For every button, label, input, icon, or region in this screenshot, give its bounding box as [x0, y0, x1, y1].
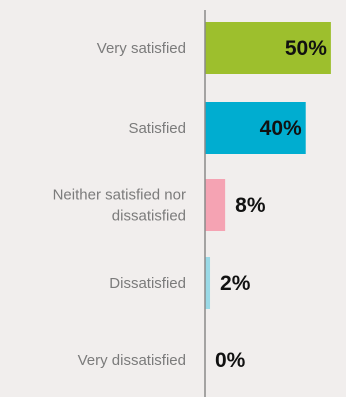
bars-layer: [205, 22, 331, 309]
value-label-very-dissatisfied: 0%: [215, 349, 246, 372]
value-label-dissatisfied: 2%: [220, 272, 251, 295]
category-label-very-satisfied: Very satisfied: [97, 40, 186, 57]
category-label-satisfied: Satisfied: [128, 120, 186, 137]
bar-satisfied: [205, 102, 306, 154]
value-label-very-satisfied: 50%: [285, 37, 327, 60]
value-label-neither-satisfied-nor-dissatisfied: 8%: [235, 194, 266, 217]
bar-very-satisfied: [205, 22, 331, 74]
bar-dissatisfied: [205, 257, 211, 309]
category-label-dissatisfied: Dissatisfied: [109, 275, 186, 292]
category-label-neither-satisfied-nor-dissatisfied: Neither satisfied nor dissatisfied: [53, 187, 186, 225]
category-label-very-dissatisfied: Very dissatisfied: [78, 352, 186, 369]
category-labels-layer: Very satisfied Satisfied Neither satisfied…: [53, 40, 186, 369]
bar-neither-satisfied-nor-dissatisfied: [205, 179, 226, 231]
value-labels-layer: 50% 40% 8% 2% 0%: [215, 37, 327, 372]
value-label-satisfied: 40%: [260, 117, 302, 140]
